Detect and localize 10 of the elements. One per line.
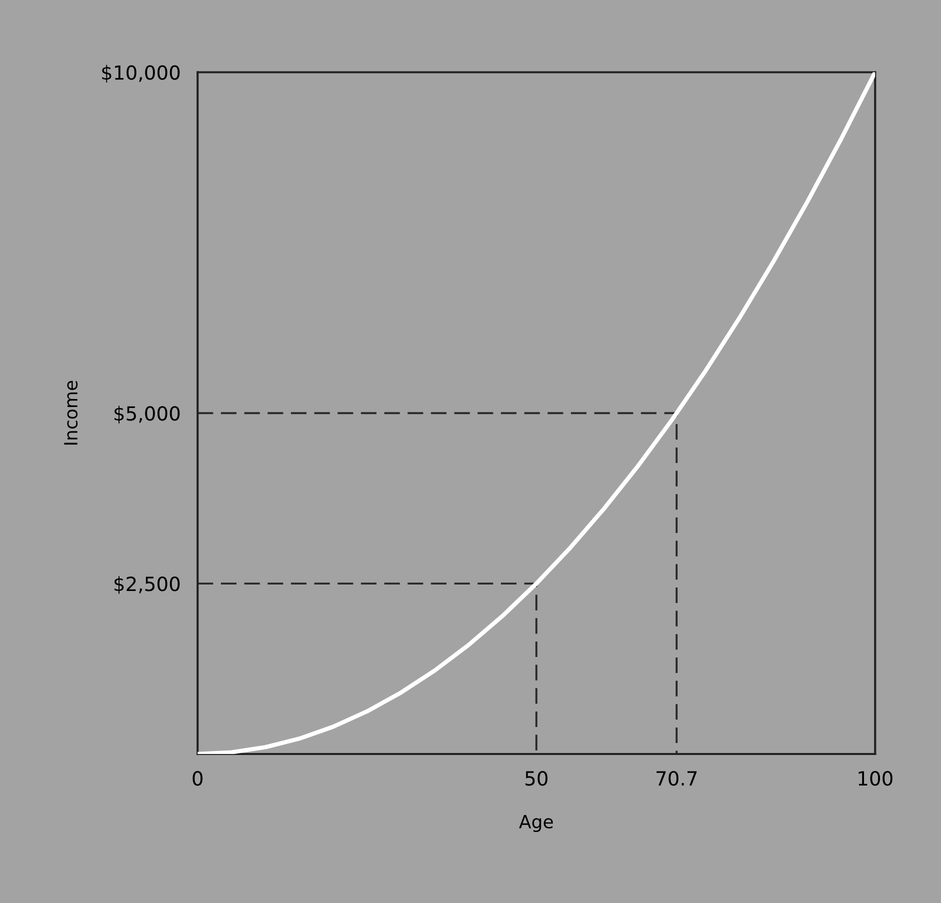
x-tick-label: 0 — [192, 771, 203, 786]
line-series — [198, 72, 876, 754]
y-tick-label: $5,000 — [114, 406, 180, 424]
y-axis-title: Income — [64, 380, 78, 445]
x-tick-label: 70.7 — [656, 771, 697, 786]
x-tick-label: 50 — [526, 771, 548, 786]
y-tick-label: $10,000 — [102, 64, 180, 82]
x-tick-label: 100 — [858, 771, 892, 786]
x-axis-title: Age — [519, 815, 553, 832]
y-tick-label: $2,500 — [114, 576, 180, 594]
